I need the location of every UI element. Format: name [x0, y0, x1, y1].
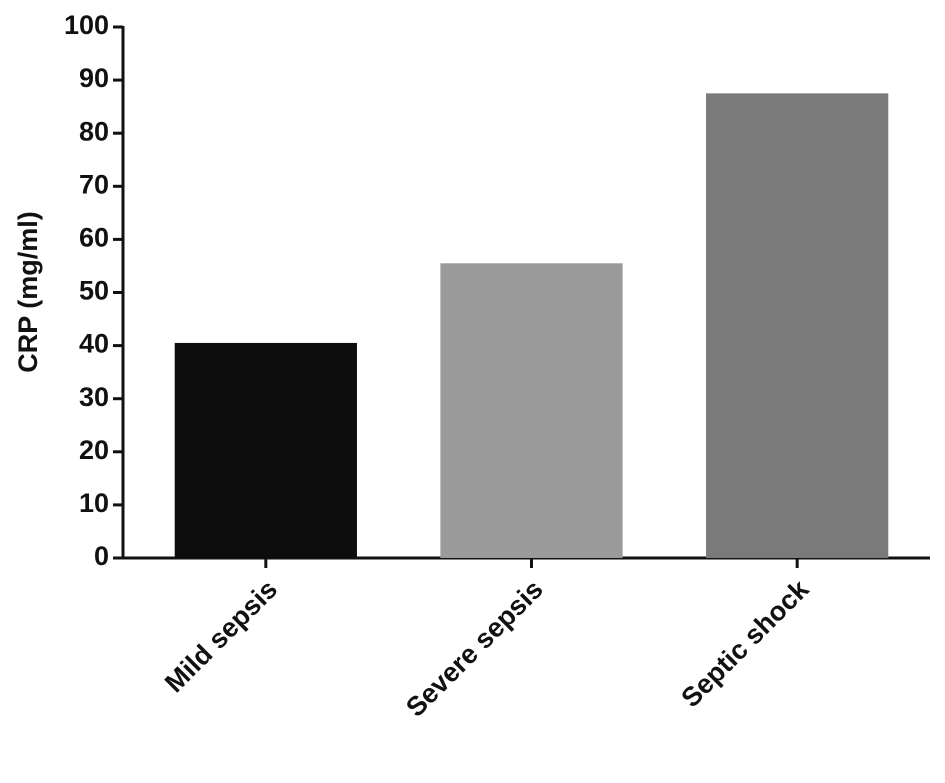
y-tick-label: 20	[79, 435, 109, 465]
y-tick-label: 30	[79, 382, 109, 412]
y-tick-label: 50	[79, 276, 109, 306]
bar	[440, 263, 623, 558]
y-tick-label: 60	[79, 223, 109, 253]
bar	[706, 93, 889, 558]
bar	[174, 342, 357, 558]
y-tick-label: 40	[79, 329, 109, 359]
x-tick-label: Mild sepsis	[159, 574, 283, 698]
y-axis-title: CRP (mg/ml)	[13, 211, 43, 373]
y-tick-label: 0	[94, 541, 109, 571]
x-tick-label: Severe sepsis	[400, 574, 549, 723]
y-tick-label: 70	[79, 169, 109, 199]
x-tick-label: Septic shock	[675, 573, 815, 713]
y-tick-label: 10	[79, 488, 109, 518]
y-tick-label: 100	[64, 10, 109, 40]
y-tick-label: 90	[79, 63, 109, 93]
y-tick-label: 80	[79, 116, 109, 146]
